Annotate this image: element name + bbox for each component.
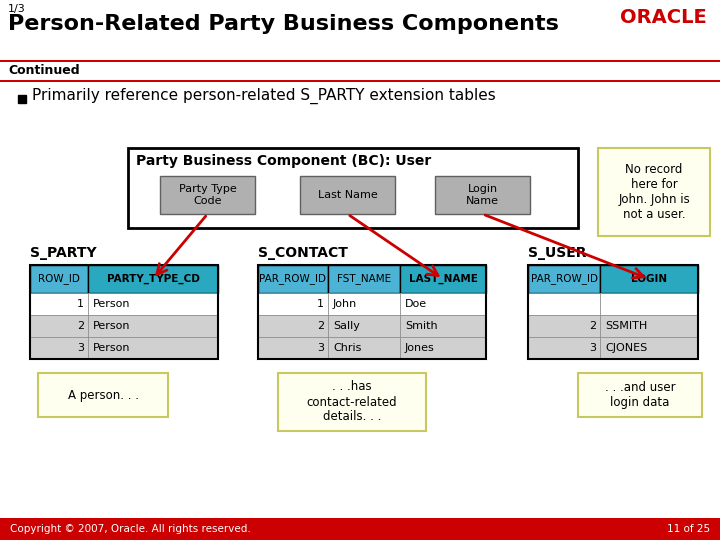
Bar bbox=[328, 337, 400, 359]
Bar bbox=[30, 265, 88, 293]
Bar bbox=[600, 315, 698, 337]
Text: SSMITH: SSMITH bbox=[605, 321, 647, 331]
Text: Chris: Chris bbox=[333, 343, 361, 353]
Text: FST_NAME: FST_NAME bbox=[337, 274, 391, 285]
Bar bbox=[600, 337, 698, 359]
Bar bbox=[278, 373, 426, 431]
Bar bbox=[88, 293, 218, 315]
Text: Party Business Component (BC): User: Party Business Component (BC): User bbox=[136, 154, 431, 168]
Bar bbox=[258, 293, 328, 315]
Bar bbox=[328, 315, 400, 337]
Text: Primarily reference person-related S_PARTY extension tables: Primarily reference person-related S_PAR… bbox=[32, 88, 496, 104]
Text: A person. . .: A person. . . bbox=[68, 388, 138, 402]
Bar bbox=[18, 95, 26, 103]
Text: Last Name: Last Name bbox=[318, 190, 377, 200]
Bar bbox=[400, 337, 486, 359]
Bar bbox=[528, 315, 600, 337]
Bar bbox=[328, 293, 400, 315]
Text: LOGIN: LOGIN bbox=[631, 274, 667, 284]
Bar bbox=[400, 265, 486, 293]
Text: John: John bbox=[333, 299, 357, 309]
Text: 1/3: 1/3 bbox=[8, 4, 26, 14]
Text: CJONES: CJONES bbox=[605, 343, 647, 353]
Bar bbox=[598, 148, 710, 236]
Text: No record
here for
John. John is
not a user.: No record here for John. John is not a u… bbox=[618, 163, 690, 221]
Bar bbox=[400, 315, 486, 337]
Text: PAR_ROW_ID: PAR_ROW_ID bbox=[531, 274, 598, 285]
Text: Person: Person bbox=[93, 299, 130, 309]
Bar bbox=[435, 176, 530, 214]
Text: Person: Person bbox=[93, 321, 130, 331]
Bar bbox=[30, 337, 88, 359]
Bar bbox=[0, 60, 720, 62]
Text: 3: 3 bbox=[589, 343, 596, 353]
Bar bbox=[258, 315, 328, 337]
Text: 1: 1 bbox=[77, 299, 84, 309]
Bar bbox=[400, 293, 486, 315]
Bar bbox=[88, 265, 218, 293]
Bar bbox=[528, 293, 600, 315]
Bar bbox=[38, 373, 168, 417]
Bar bbox=[88, 315, 218, 337]
Bar bbox=[600, 265, 698, 293]
Bar bbox=[578, 373, 702, 417]
Text: 2: 2 bbox=[77, 321, 84, 331]
Text: 2: 2 bbox=[317, 321, 324, 331]
Text: Person: Person bbox=[93, 343, 130, 353]
Text: S_USER: S_USER bbox=[528, 246, 587, 260]
Bar bbox=[528, 265, 600, 293]
Text: Sally: Sally bbox=[333, 321, 360, 331]
Text: ROW_ID: ROW_ID bbox=[38, 274, 80, 285]
Bar bbox=[258, 337, 328, 359]
Text: Jones: Jones bbox=[405, 343, 435, 353]
Bar bbox=[160, 176, 255, 214]
Text: 3: 3 bbox=[77, 343, 84, 353]
Text: PARTY_TYPE_CD: PARTY_TYPE_CD bbox=[107, 274, 199, 284]
Bar bbox=[88, 337, 218, 359]
Text: Doe: Doe bbox=[405, 299, 427, 309]
Text: 2: 2 bbox=[589, 321, 596, 331]
Text: Continued: Continued bbox=[8, 64, 80, 77]
Text: PAR_ROW_ID: PAR_ROW_ID bbox=[259, 274, 326, 285]
Text: Party Type
Code: Party Type Code bbox=[179, 184, 236, 206]
Text: Copyright © 2007, Oracle. All rights reserved.: Copyright © 2007, Oracle. All rights res… bbox=[10, 524, 251, 534]
Text: . . .and user
login data: . . .and user login data bbox=[605, 381, 675, 409]
Bar bbox=[30, 315, 88, 337]
Bar bbox=[30, 293, 88, 315]
Bar bbox=[258, 265, 486, 359]
Text: 1: 1 bbox=[317, 299, 324, 309]
Text: . . .has
contact-related
details. . .: . . .has contact-related details. . . bbox=[307, 381, 397, 423]
Bar bbox=[300, 176, 395, 214]
Bar bbox=[528, 265, 698, 359]
Bar bbox=[128, 148, 578, 228]
Bar bbox=[30, 265, 218, 359]
Bar bbox=[0, 80, 720, 82]
Text: S_PARTY: S_PARTY bbox=[30, 246, 96, 260]
Text: Smith: Smith bbox=[405, 321, 438, 331]
Text: Login
Name: Login Name bbox=[466, 184, 499, 206]
Text: LAST_NAME: LAST_NAME bbox=[408, 274, 477, 284]
Text: Person-Related Party Business Components: Person-Related Party Business Components bbox=[8, 14, 559, 34]
Bar bbox=[0, 518, 720, 540]
Bar bbox=[600, 293, 698, 315]
Text: ’: ’ bbox=[698, 8, 702, 21]
Text: 11 of 25: 11 of 25 bbox=[667, 524, 710, 534]
Bar bbox=[528, 337, 600, 359]
Text: S_CONTACT: S_CONTACT bbox=[258, 246, 348, 260]
Bar bbox=[328, 265, 400, 293]
Text: 3: 3 bbox=[317, 343, 324, 353]
Text: ORACLE: ORACLE bbox=[620, 8, 707, 27]
Bar bbox=[258, 265, 328, 293]
